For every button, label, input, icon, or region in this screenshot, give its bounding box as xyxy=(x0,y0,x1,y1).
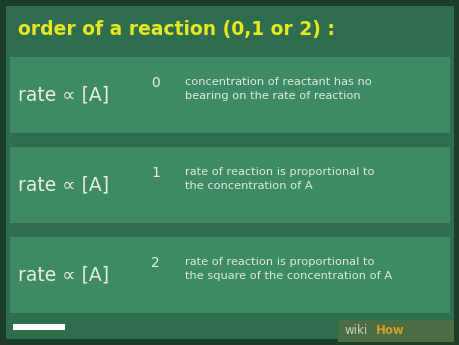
Bar xyxy=(13,324,65,330)
Text: wiki: wiki xyxy=(344,325,368,337)
Bar xyxy=(10,147,449,223)
Text: rate of reaction is proportional to
the square of the concentration of A: rate of reaction is proportional to the … xyxy=(185,257,391,281)
Text: How: How xyxy=(375,325,404,337)
Text: 1: 1 xyxy=(151,166,160,180)
Text: rate ∝ [A]: rate ∝ [A] xyxy=(18,266,109,285)
Bar xyxy=(10,57,449,133)
Bar xyxy=(10,237,449,313)
Text: rate ∝ [A]: rate ∝ [A] xyxy=(18,86,109,105)
Text: rate of reaction is proportional to
the concentration of A: rate of reaction is proportional to the … xyxy=(185,167,374,191)
Bar xyxy=(337,320,453,342)
Text: concentration of reactant has no
bearing on the rate of reaction: concentration of reactant has no bearing… xyxy=(185,77,371,101)
Text: rate ∝ [A]: rate ∝ [A] xyxy=(18,176,109,195)
Text: 2: 2 xyxy=(151,256,159,270)
Text: order of a reaction (0,1 or 2) :: order of a reaction (0,1 or 2) : xyxy=(18,20,334,39)
Text: 0: 0 xyxy=(151,76,159,90)
